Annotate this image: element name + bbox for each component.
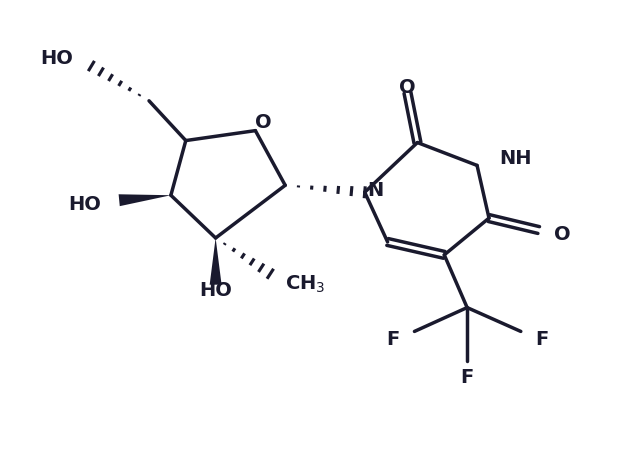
Text: CH$_3$: CH$_3$	[285, 274, 326, 295]
Text: O: O	[399, 78, 416, 97]
Text: HO: HO	[68, 195, 101, 214]
Text: F: F	[387, 330, 399, 349]
Text: HO: HO	[199, 281, 232, 299]
Text: HO: HO	[40, 48, 74, 68]
Text: N: N	[368, 181, 384, 200]
Polygon shape	[210, 238, 221, 285]
Text: F: F	[536, 330, 549, 349]
Text: F: F	[461, 368, 474, 387]
Polygon shape	[118, 194, 171, 206]
Text: O: O	[554, 225, 570, 243]
Text: NH: NH	[499, 149, 531, 168]
Text: O: O	[255, 113, 271, 132]
